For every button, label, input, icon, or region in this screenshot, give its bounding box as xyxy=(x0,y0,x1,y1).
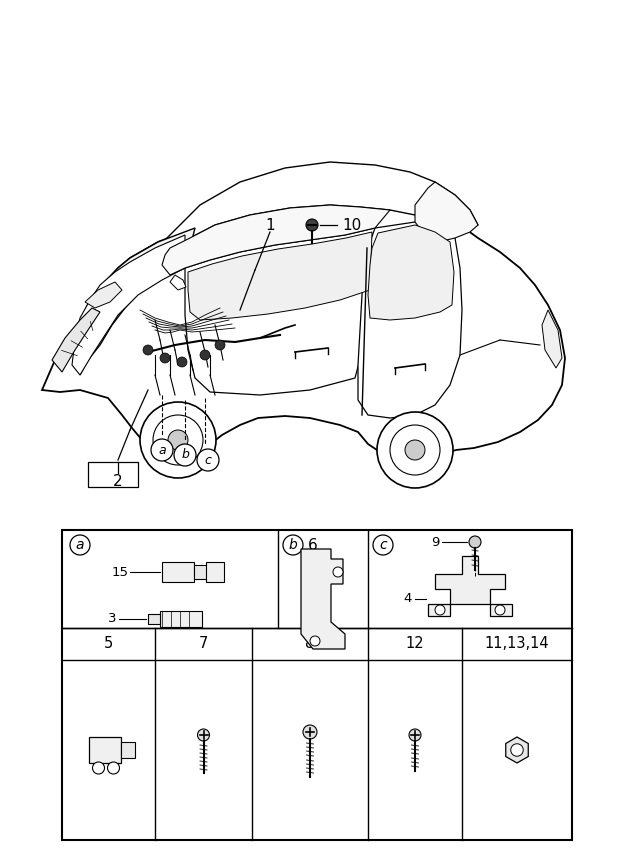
Text: 9: 9 xyxy=(431,535,439,549)
Polygon shape xyxy=(80,228,195,375)
Polygon shape xyxy=(162,205,390,275)
Polygon shape xyxy=(42,200,565,460)
Polygon shape xyxy=(368,225,454,320)
Text: a: a xyxy=(76,538,84,552)
Bar xyxy=(120,742,135,758)
Polygon shape xyxy=(52,308,100,372)
Circle shape xyxy=(469,536,481,548)
Text: b: b xyxy=(289,538,298,552)
Circle shape xyxy=(377,412,453,488)
Polygon shape xyxy=(165,162,478,248)
Polygon shape xyxy=(188,232,372,320)
Circle shape xyxy=(435,605,445,615)
Polygon shape xyxy=(185,228,375,395)
Circle shape xyxy=(283,535,303,555)
Text: b: b xyxy=(181,449,189,461)
Text: 4: 4 xyxy=(404,593,412,605)
Circle shape xyxy=(107,762,120,774)
Text: 2: 2 xyxy=(113,475,123,489)
Circle shape xyxy=(160,353,170,363)
Circle shape xyxy=(174,444,196,466)
Bar xyxy=(89,737,120,763)
Text: 6: 6 xyxy=(308,538,318,553)
Circle shape xyxy=(151,439,173,461)
Polygon shape xyxy=(85,282,122,308)
Polygon shape xyxy=(170,275,186,290)
Circle shape xyxy=(310,636,320,646)
Text: 11,13,14: 11,13,14 xyxy=(485,637,549,651)
Bar xyxy=(194,565,208,579)
Circle shape xyxy=(306,219,318,231)
Text: c: c xyxy=(379,538,387,552)
Circle shape xyxy=(143,345,153,355)
Circle shape xyxy=(333,567,343,577)
Circle shape xyxy=(177,357,187,367)
Text: a: a xyxy=(158,444,166,456)
Circle shape xyxy=(511,744,523,756)
Text: 3: 3 xyxy=(108,612,117,626)
Text: 1: 1 xyxy=(265,217,275,232)
Circle shape xyxy=(303,725,317,739)
Text: 15: 15 xyxy=(112,566,128,578)
Circle shape xyxy=(495,605,505,615)
Polygon shape xyxy=(358,222,462,418)
Circle shape xyxy=(390,425,440,475)
Circle shape xyxy=(140,402,216,478)
Polygon shape xyxy=(72,235,185,375)
Polygon shape xyxy=(301,549,345,649)
Bar xyxy=(88,462,138,487)
Circle shape xyxy=(409,729,421,741)
Polygon shape xyxy=(415,182,478,242)
Bar xyxy=(162,562,194,582)
Text: 7: 7 xyxy=(199,637,208,651)
Text: 12: 12 xyxy=(405,637,424,651)
Polygon shape xyxy=(428,556,512,616)
Text: c: c xyxy=(205,454,211,466)
Text: 8: 8 xyxy=(306,637,314,651)
Bar xyxy=(160,611,202,627)
Circle shape xyxy=(215,340,225,350)
Circle shape xyxy=(197,449,219,471)
Bar xyxy=(62,530,572,840)
Text: 10: 10 xyxy=(342,219,361,233)
Circle shape xyxy=(153,415,203,465)
Circle shape xyxy=(200,350,210,360)
Circle shape xyxy=(92,762,105,774)
Circle shape xyxy=(405,440,425,460)
Circle shape xyxy=(198,729,210,741)
Polygon shape xyxy=(506,737,528,763)
Circle shape xyxy=(70,535,90,555)
Text: 5: 5 xyxy=(104,637,113,651)
Bar xyxy=(206,562,224,582)
Polygon shape xyxy=(542,310,562,368)
Bar xyxy=(148,614,160,624)
Circle shape xyxy=(373,535,393,555)
Circle shape xyxy=(168,430,188,450)
